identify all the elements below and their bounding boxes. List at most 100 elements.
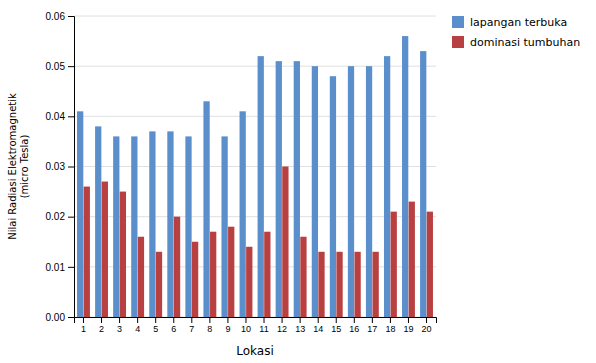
bar — [77, 111, 83, 317]
grid — [74, 16, 436, 317]
x-tick-mark — [264, 317, 265, 323]
bar — [427, 212, 433, 317]
x-tick: 5 — [153, 317, 158, 334]
y-tick-label: 0.01 — [46, 262, 66, 273]
x-tick: 2 — [99, 317, 104, 334]
x-tick-label: 13 — [295, 324, 305, 334]
bar — [354, 252, 360, 317]
y-tick: 0.01 — [46, 262, 74, 273]
x-tick-mark — [390, 317, 391, 323]
x-tick: 1 — [81, 317, 86, 334]
x-tick-label: 11 — [259, 324, 268, 334]
x-tick-mark — [245, 317, 246, 323]
bar-series — [84, 167, 433, 318]
x-tick-label: 16 — [349, 324, 359, 334]
x-tick: 4 — [135, 317, 140, 334]
grid-line — [74, 266, 436, 267]
x-tick-label: 17 — [367, 324, 377, 334]
grid-line — [74, 216, 436, 217]
bar — [391, 212, 397, 317]
y-tick-label: 0.03 — [46, 161, 66, 172]
bar-series — [77, 36, 426, 317]
bar — [228, 227, 234, 317]
x-tick-label: 7 — [189, 324, 194, 334]
x-tick: 9 — [225, 317, 230, 334]
x-tick-mark — [137, 317, 138, 323]
bar — [113, 136, 119, 317]
x-tick-mark — [282, 317, 283, 323]
x-tick-label: 6 — [171, 324, 176, 334]
bar — [384, 56, 390, 317]
x-tick-mark — [83, 317, 84, 323]
y-axis-title-line: Nilai Radiasi Elektromagnetik — [7, 93, 18, 240]
legend-swatch — [452, 36, 464, 48]
x-tick-label: 3 — [117, 324, 122, 334]
grid-line — [74, 166, 436, 167]
y-tick: 0.00 — [46, 312, 74, 323]
x-tick-label: 8 — [207, 324, 212, 334]
x-tick-label: 1 — [81, 324, 86, 334]
x-tick: 7 — [189, 317, 194, 334]
x-tick: 20 — [422, 317, 432, 334]
y-tick-mark — [68, 116, 74, 117]
x-tick-label: 20 — [422, 324, 432, 334]
x-tick-mark — [209, 317, 210, 323]
chart: 12345678910111213141516171819200.000.010… — [0, 0, 596, 363]
bar — [336, 252, 342, 317]
x-tick-mark — [119, 317, 120, 323]
y-tick-label: 0.05 — [46, 61, 66, 72]
x-tick-label: 14 — [313, 324, 323, 334]
y-tick: 0.03 — [46, 161, 74, 172]
bar — [102, 182, 108, 317]
x-tick-mark — [354, 317, 355, 323]
bar — [300, 237, 306, 317]
x-tick: 15 — [331, 317, 341, 334]
bar — [258, 56, 264, 317]
bar — [149, 131, 155, 317]
bar — [402, 36, 408, 317]
x-tick: 10 — [241, 317, 251, 334]
bar — [131, 136, 137, 317]
bar — [240, 111, 246, 317]
bar — [348, 66, 354, 317]
x-tick-label: 15 — [331, 324, 341, 334]
bar — [174, 217, 180, 317]
x-tick-label: 2 — [99, 324, 104, 334]
bar — [420, 51, 426, 317]
y-tick-mark — [68, 167, 74, 168]
y-tick-label: 0.06 — [46, 11, 66, 22]
legend: lapangan terbukadominasi tumbuhan — [452, 16, 580, 49]
y-axis: 0.000.010.020.030.040.050.06 — [46, 11, 75, 323]
x-tick: 12 — [277, 317, 287, 334]
x-tick-mark — [318, 317, 319, 323]
bars — [77, 36, 433, 317]
y-tick-mark — [68, 317, 74, 318]
x-tick: 19 — [403, 317, 413, 334]
x-tick-mark — [227, 317, 228, 323]
x-tick-mark — [426, 317, 427, 323]
y-axis-title-line: (micro Tesla) — [19, 135, 30, 199]
y-tick: 0.06 — [46, 11, 74, 22]
bar — [330, 76, 336, 317]
bar — [409, 202, 415, 317]
x-tick-label: 9 — [225, 324, 230, 334]
x-tick-mark — [155, 317, 156, 323]
bar — [264, 232, 270, 317]
x-axis: 1234567891011121314151617181920 — [75, 317, 437, 334]
y-tick-mark — [68, 16, 74, 17]
legend-label: lapangan terbuka — [470, 16, 567, 29]
x-tick: 13 — [295, 317, 305, 334]
grid-line — [74, 66, 436, 67]
x-tick-label: 19 — [403, 324, 413, 334]
x-tick-mark — [173, 317, 174, 323]
bar — [294, 61, 300, 317]
y-axis-line — [68, 17, 75, 318]
grid-line — [74, 116, 436, 117]
bar — [138, 237, 144, 317]
x-axis-title: Lokasi — [236, 344, 274, 358]
x-tick-mark — [101, 317, 102, 323]
bar — [312, 66, 318, 317]
bar — [318, 252, 324, 317]
x-tick: 6 — [171, 317, 176, 334]
y-axis-title: Nilai Radiasi Elektromagnetik(micro Tesl… — [7, 93, 30, 240]
